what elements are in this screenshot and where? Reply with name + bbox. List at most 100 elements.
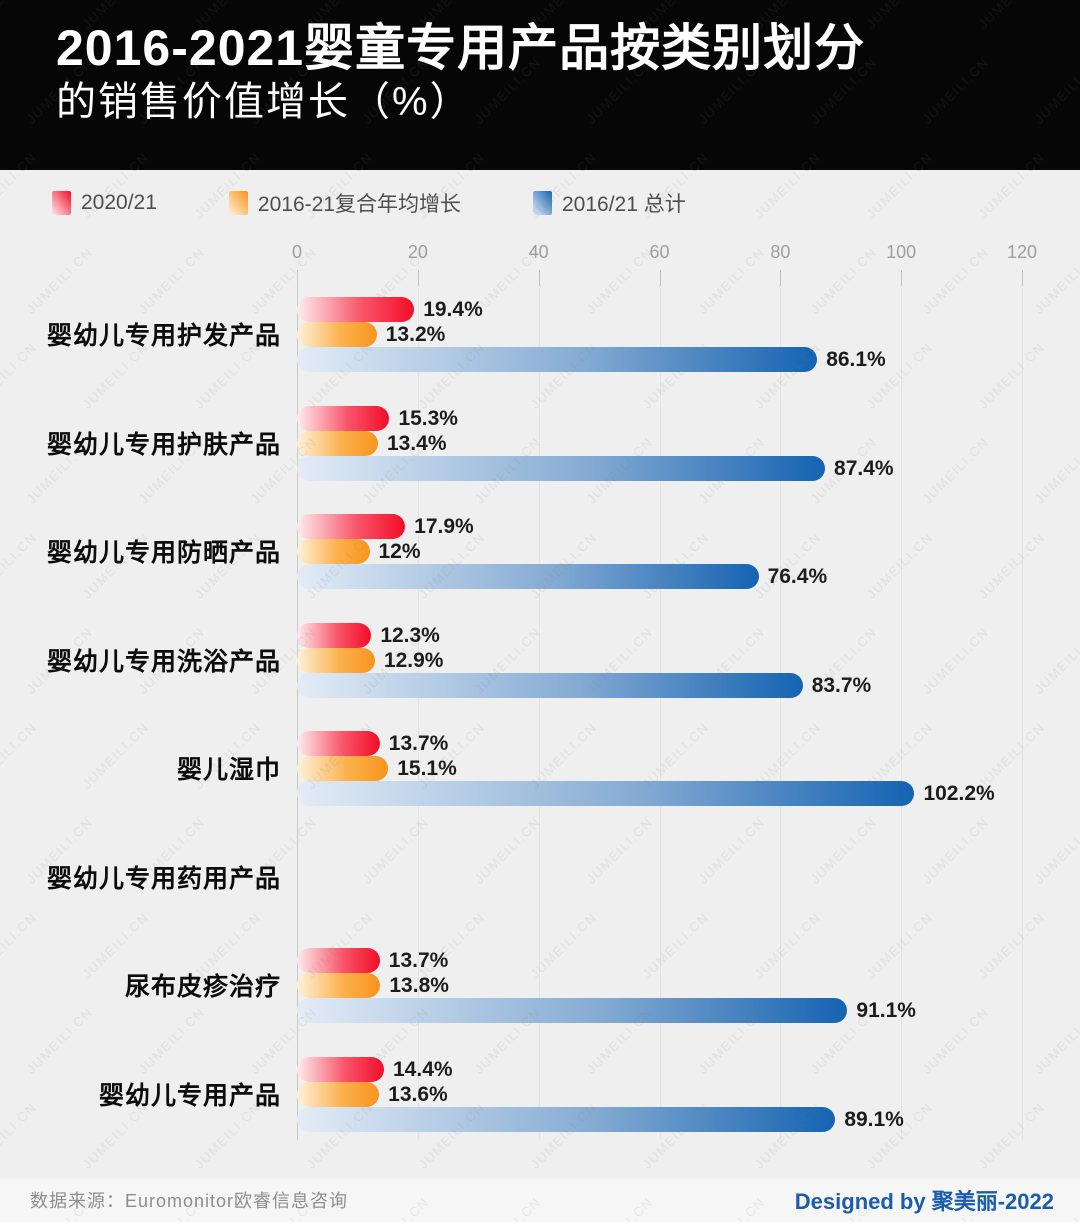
bar-line-yoy-2020-21: 17.9% <box>297 514 1022 539</box>
bar-yoy-2020-21 <box>297 1056 384 1082</box>
chart-row: 婴幼儿专用药用产品 <box>0 833 1080 942</box>
gridline <box>659 270 661 1140</box>
x-tick-label: 20 <box>407 242 428 262</box>
bar-total-2016-21 <box>297 781 915 806</box>
gridline <box>1022 270 1023 1140</box>
bar-value-label: 15.1% <box>397 757 457 780</box>
x-axis: 0 20 40 60 80 100 120 <box>292 242 1037 264</box>
chart-row: 婴幼儿专用护发产品 19.4% 13.2% 86.1% <box>0 290 1080 399</box>
gridline <box>901 270 903 1140</box>
bar-yoy-2020-21 <box>297 731 380 756</box>
category-label: 婴幼儿专用防晒产品 <box>46 539 281 567</box>
bar-line-total-2016-21: 91.1% <box>297 998 1022 1023</box>
bar-line-cagr-2016-21: 13.6% <box>297 1081 1022 1107</box>
bar-value-label: 89.1% <box>844 1107 904 1131</box>
x-tick-label: 120 <box>1006 242 1038 262</box>
bar-cagr-2016-21 <box>297 430 378 456</box>
bar-line-cagr-2016-21: 15.1% <box>297 756 1022 781</box>
bar-value-label: 12% <box>378 540 421 563</box>
x-tick-label: 40 <box>528 242 549 262</box>
bar-line-total-2016-21: 83.7% <box>297 672 1022 698</box>
bar-value-label: 17.9% <box>414 515 474 538</box>
plot-area <box>297 270 1023 1140</box>
bar-yoy-2020-21 <box>297 948 380 973</box>
bar-group: 17.9% 12% 76.4% <box>297 514 1022 589</box>
legend-label: 2016-21复合年均增长 <box>257 193 461 216</box>
tick-mark <box>1022 270 1023 286</box>
x-tick-label: 80 <box>770 242 791 262</box>
bar-line-yoy-2020-21: 19.4% <box>297 297 1022 322</box>
bar-cagr-2016-21 <box>297 322 377 347</box>
bar-value-label: 12.3% <box>380 623 440 647</box>
chart-row: 婴幼儿专用洗浴产品 12.3% 12.9% 83.7% <box>0 616 1080 725</box>
bar-value-label: 102.2% <box>923 782 995 805</box>
bar-line-total-2016-21: 86.1% <box>297 347 1022 372</box>
x-tick-label: 0 <box>291 242 303 262</box>
bar-yoy-2020-21 <box>297 297 415 322</box>
tick-mark <box>659 270 661 286</box>
bar-value-label: 76.4% <box>767 565 828 588</box>
legend-label: 2020/21 <box>81 191 157 214</box>
bar-value-label: 19.4% <box>423 298 483 321</box>
gridline <box>417 270 419 1140</box>
bar-group <box>297 840 1022 915</box>
tick-mark <box>417 270 419 286</box>
category-label: 婴幼儿专用药用产品 <box>46 864 281 893</box>
page-subtitle: 的销售价值增长（%） <box>56 80 472 124</box>
legend-swatch-red <box>52 191 71 215</box>
category-label: 婴幼儿专用护发产品 <box>46 322 281 350</box>
bar-value-label: 15.3% <box>398 406 458 430</box>
category-label: 尿布皮疹治疗 <box>124 973 281 1001</box>
bar-value-label: 13.8% <box>389 974 449 997</box>
bar-yoy-2020-21 <box>297 405 390 431</box>
bar-line-cagr-2016-21: 13.2% <box>297 322 1022 347</box>
chart-legend: 2020/21 2016-21复合年均增长 2016/21 总计 <box>52 188 758 218</box>
chart-row: 婴儿湿巾 13.7% 15.1% 102.2% <box>0 724 1080 833</box>
bar-yoy-2020-21 <box>297 622 372 648</box>
legend-swatch-orange <box>228 191 248 215</box>
category-label: 婴幼儿专用产品 <box>98 1081 281 1110</box>
chart-rows: 婴幼儿专用护发产品 19.4% 13.2% 86.1% 婴幼儿专用护肤产品 15.3% 13… <box>0 290 1080 1158</box>
bar-line-yoy-2020-21: 13.7% <box>297 731 1022 756</box>
bar-total-2016-21 <box>297 998 848 1023</box>
bar-group: 15.3% 13.4% 87.4% <box>297 405 1022 481</box>
legend-item-total: 2016/21 总计 <box>533 188 686 218</box>
bar-cagr-2016-21 <box>297 973 381 998</box>
bar-line-yoy-2020-21 <box>297 840 1022 865</box>
chart-row: 婴幼儿专用护肤产品 15.3% 13.4% 87.4% <box>0 399 1080 508</box>
category-label: 婴儿湿巾 <box>176 756 281 784</box>
category-label: 婴幼儿专用洗浴产品 <box>46 647 281 676</box>
bar-line-total-2016-21: 89.1% <box>297 1106 1022 1132</box>
bar-group: 13.7% 15.1% 102.2% <box>297 731 1022 806</box>
data-source: 数据来源：Euromonitor欧睿信息咨询 <box>30 1191 349 1211</box>
legend-swatch-blue <box>533 191 552 215</box>
bar-value-label: 86.1% <box>826 348 886 371</box>
design-credit: Designed by 聚美丽-2022 <box>794 1189 1054 1214</box>
bar-cagr-2016-21 <box>297 647 375 673</box>
bar-total-2016-21 <box>297 672 803 698</box>
bar-yoy-2020-21 <box>297 514 406 539</box>
legend-item-cagr: 2016-21复合年均增长 <box>228 188 461 218</box>
bar-line-yoy-2020-21: 13.7% <box>297 948 1022 973</box>
tick-mark <box>780 270 782 286</box>
page-title: 2016-2021婴童专用产品按类别划分 <box>56 20 866 76</box>
header: 2016-2021婴童专用产品按类别划分 的销售价值增长（%） <box>0 0 1080 170</box>
bar-total-2016-21 <box>297 347 818 372</box>
bar-line-cagr-2016-21: 13.8% <box>297 973 1022 998</box>
bar-group: 13.7% 13.8% 91.1% <box>297 948 1022 1023</box>
bar-value-label: 13.7% <box>388 732 449 755</box>
legend-item-2020-21: 2020/21 <box>52 191 157 215</box>
gridline <box>297 270 298 1140</box>
chart-row: 婴幼儿专用产品 14.4% 13.6% 89.1% <box>0 1050 1080 1159</box>
chart-row: 婴幼儿专用防晒产品 17.9% 12% 76.4% <box>0 507 1080 616</box>
bar-value-label: 13.7% <box>388 949 449 972</box>
bar-line-cagr-2016-21: 12.9% <box>297 647 1022 673</box>
bar-value-label: 13.2% <box>385 323 446 346</box>
bar-total-2016-21 <box>297 1106 836 1132</box>
x-tick-label: 100 <box>886 242 917 262</box>
bar-group: 19.4% 13.2% 86.1% <box>297 297 1022 372</box>
footer: 数据来源：Euromonitor欧睿信息咨询 Designed by 聚美丽-2… <box>0 1178 1080 1222</box>
bar-line-cagr-2016-21: 12% <box>297 539 1022 564</box>
bar-group: 12.3% 12.9% 83.7% <box>297 622 1022 698</box>
